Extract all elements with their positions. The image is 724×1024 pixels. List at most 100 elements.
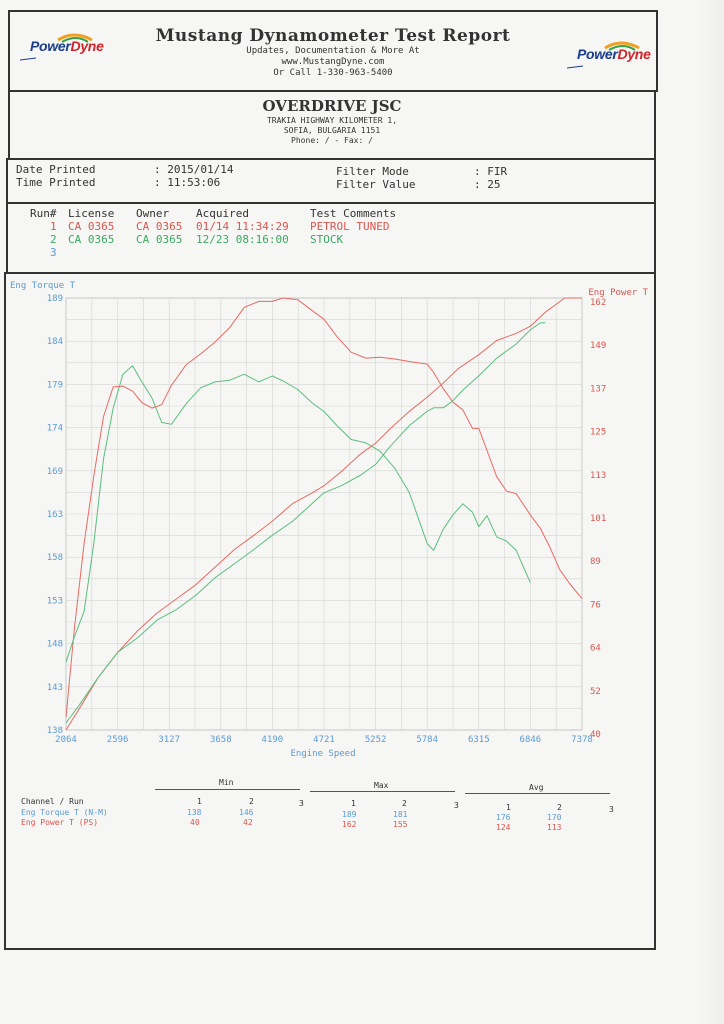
y-left-tick-label: 184 — [47, 337, 63, 347]
y-right-tick-label: 101 — [590, 514, 606, 524]
run-license: CA 0365 — [68, 233, 115, 246]
x-tick-label: 5784 — [416, 735, 438, 745]
stats-run-number: 2 — [402, 799, 407, 808]
header-box: PowerDyne Mustang Dynamometer Test Repor… — [8, 10, 658, 92]
stats-divider — [155, 789, 300, 790]
x-axis-label: Engine Speed — [290, 749, 355, 759]
stats-run-number: 1 — [506, 803, 511, 812]
run-number: 2 — [50, 233, 57, 246]
stats-run-number: 1 — [197, 797, 202, 806]
y-right-tick-label: 162 — [590, 298, 606, 308]
company-address-1: TRAKIA HIGHWAY KILOMETER 1, — [266, 116, 398, 125]
x-tick-label: 4721 — [313, 735, 335, 745]
stats-avg-run2: 170 — [547, 813, 562, 822]
runs-header-run: Run# — [30, 207, 57, 220]
stats-row-label: Eng Torque T (N-M) — [21, 808, 108, 817]
x-tick-label: 6315 — [468, 735, 490, 745]
y-left-tick-label: 163 — [47, 510, 63, 520]
runs-header-comments: Test Comments — [310, 207, 397, 220]
stats-avg-run1: 176 — [496, 813, 511, 822]
run-number: 1 — [50, 220, 57, 233]
run-acquired: 12/23 08:16:00 — [196, 233, 289, 246]
stats-channel-label: Channel / Run — [21, 797, 84, 806]
y-left-tick-label: 138 — [47, 726, 63, 736]
header-line-2: www.MustangDyne.com — [281, 57, 385, 67]
right-axis-label: Eng Power T — [588, 288, 648, 298]
info-box: Date Printed : 2015/01/14 Time Printed :… — [6, 158, 656, 204]
stats-max-run1: 189 — [342, 810, 357, 819]
dyno-chart: 2064 2596 3127 3658 4190 4721 5252 5784 6315 6846… — [10, 281, 649, 759]
y-right-tick-label: 149 — [590, 341, 606, 351]
time-value: : 11:53:06 — [154, 176, 221, 189]
filter-mode-value: : FIR — [474, 165, 508, 178]
chart-series — [65, 297, 583, 731]
run-owner: CA 0365 — [136, 233, 183, 246]
y-left-tick-label: 179 — [47, 380, 63, 390]
company-box: OVERDRIVE JSC TRAKIA HIGHWAY KILOMETER 1… — [8, 90, 656, 160]
series-line-torque-run1 — [65, 297, 583, 718]
stats-run-number: 2 — [249, 797, 254, 806]
stats-avg-run1: 124 — [496, 823, 511, 832]
y-right-tick-label: 113 — [590, 471, 606, 481]
stats-run-number: 1 — [351, 799, 356, 808]
stats-min-run2: 42 — [243, 818, 253, 827]
y-left-tick-label: 189 — [47, 294, 63, 304]
left-axis-label: Eng Torque T — [10, 281, 76, 291]
company-phone: Phone: / - Fax: / — [291, 136, 373, 145]
y-left-tick-label: 153 — [47, 596, 63, 606]
logo-right: PowerDyne — [565, 38, 655, 72]
logo-right-word: PowerDyne — [577, 46, 651, 62]
y-right-tick-label: 40 — [590, 730, 601, 740]
x-tick-label: 3658 — [210, 735, 232, 745]
stats-run-number: 3 — [454, 801, 459, 810]
date-value: : 2015/01/14 — [154, 163, 234, 176]
series-line-power-run1 — [65, 297, 582, 731]
logo-swoosh-icon — [566, 41, 640, 69]
run-owner: CA 0365 — [136, 220, 183, 233]
y-left-tick-label: 148 — [47, 640, 63, 650]
runs-box: Run# License Owner Acquired Test Comment… — [6, 202, 656, 274]
x-tick-label: 7378 — [571, 735, 593, 745]
runs-header-acquired: Acquired — [196, 207, 249, 220]
chart-ticks: 2064 2596 3127 3658 4190 4721 5252 5784 6315 6846… — [47, 294, 607, 745]
y-left-tick-label: 174 — [47, 424, 63, 434]
y-left-tick-label: 143 — [47, 683, 63, 693]
runs-header-license: License — [68, 207, 115, 220]
logo-swoosh-icon — [19, 33, 93, 61]
stats-max-run2: 155 — [393, 820, 408, 829]
y-right-tick-label: 89 — [590, 557, 601, 567]
y-left-tick-label: 158 — [47, 553, 63, 563]
x-tick-label: 3127 — [158, 735, 180, 745]
x-tick-label: 4190 — [262, 735, 284, 745]
run-comments: STOCK — [310, 233, 344, 246]
stats-avg-run2: 113 — [547, 823, 562, 832]
filter-value-value: : 25 — [474, 178, 501, 191]
header-line-3: Or Call 1-330-963-5400 — [273, 68, 393, 78]
stats-run-number: 2 — [557, 803, 562, 812]
stats-max-run1: 162 — [342, 820, 357, 829]
header-line-1: Updates, Documentation & More At — [246, 46, 420, 56]
stats-max-header: Max — [374, 781, 389, 790]
x-tick-label: 2064 — [55, 735, 77, 745]
logo-left: PowerDyne — [18, 30, 108, 64]
run-acquired: 01/14 11:34:29 — [196, 220, 289, 233]
filter-value-label: Filter Value — [336, 178, 416, 191]
stats-min-run2: 146 — [239, 808, 254, 817]
chart-grid — [65, 297, 583, 731]
stats-divider — [310, 791, 455, 792]
logo-left-word: PowerDyne — [30, 38, 104, 54]
run-number: 3 — [50, 246, 57, 259]
x-tick-label: 6846 — [520, 735, 542, 745]
x-tick-label: 2596 — [107, 735, 129, 745]
page-edge — [700, 0, 724, 1024]
chart-box — [4, 272, 656, 950]
stats-min-header: Min — [219, 778, 234, 787]
series-line-power-run2 — [65, 322, 546, 724]
stats-divider — [465, 793, 610, 794]
y-right-tick-label: 76 — [590, 600, 601, 610]
stats-max-run2: 181 — [393, 810, 408, 819]
y-right-tick-label: 137 — [590, 384, 606, 394]
stats-min-run1: 138 — [187, 808, 202, 817]
y-right-tick-label: 125 — [590, 428, 606, 438]
